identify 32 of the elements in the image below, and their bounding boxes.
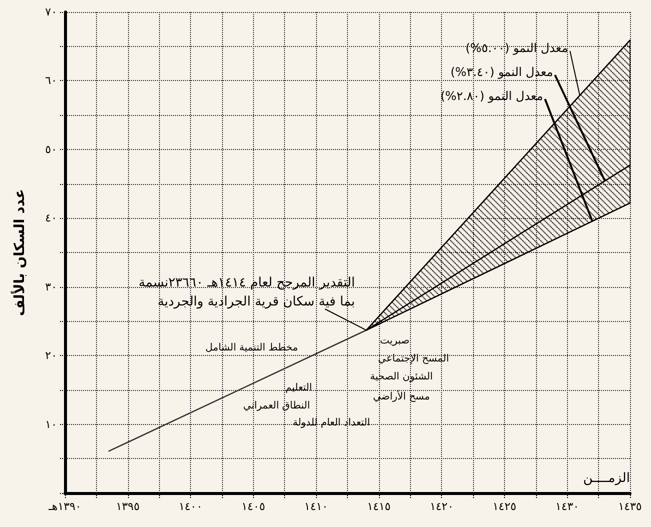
y-tick-label: ٧٠ <box>45 6 57 18</box>
annotation: النطاق العمراني <box>243 400 310 412</box>
annotation: مخطط التنمية الشامل <box>205 342 298 354</box>
x-tick-label: ١٤٠٥ <box>242 500 266 513</box>
y-tick-label: ١٠ <box>45 418 57 431</box>
y-tick-label: ٥٠ <box>45 142 57 156</box>
x-tick-label: ١٤٣٥ <box>618 500 642 513</box>
x-tick-label: ١٤١٠ <box>304 500 328 513</box>
y-tick-label: ٢٠ <box>45 349 57 362</box>
annotation: التعليم <box>285 382 312 394</box>
y-tick-label: ٣٠ <box>45 280 57 294</box>
text: معدل النمو (٢.٨٠%) <box>440 89 543 103</box>
annotation: الشئون الصحية <box>370 372 433 382</box>
annotation: بما فية سكان قرية الجرادية والجردية <box>158 294 355 310</box>
text: معدل النمو (٣.٤٠%) <box>450 65 553 79</box>
annotation: صبريت <box>380 336 410 346</box>
y-tick-label: ٤٠ <box>45 212 57 225</box>
text: معدل النمو (٥.٠٠%) <box>465 41 568 55</box>
x-tick-label: ١٤٠٠ <box>178 500 202 513</box>
x-tick-label: ١٤١٥ <box>367 500 391 513</box>
x-tick-label: ١٤٣٠ <box>555 500 580 513</box>
y-tick-label: ٦٠ <box>45 74 57 88</box>
annotation: التعداد العام للدولة <box>292 418 370 428</box>
x-tick-label: ١٣٩٥ <box>116 500 140 513</box>
annotation: مسح الأراضي <box>373 390 430 402</box>
y-axis-title: عدد السكان بالألف <box>10 188 28 316</box>
annotation: التقدير المرجح لعام ١٤١٤هـ ٢٣٦٦٠نسمة <box>138 276 355 290</box>
x-tick-label: ١٣٩٠هـ <box>48 500 82 513</box>
x-tick-label: ١٤٢٥ <box>492 500 516 513</box>
x-tick-label: ١٤٢٠ <box>430 500 454 513</box>
x-axis-title: الزمــــن <box>583 471 630 486</box>
annotation: المسح الإجتماعي <box>378 354 449 364</box>
